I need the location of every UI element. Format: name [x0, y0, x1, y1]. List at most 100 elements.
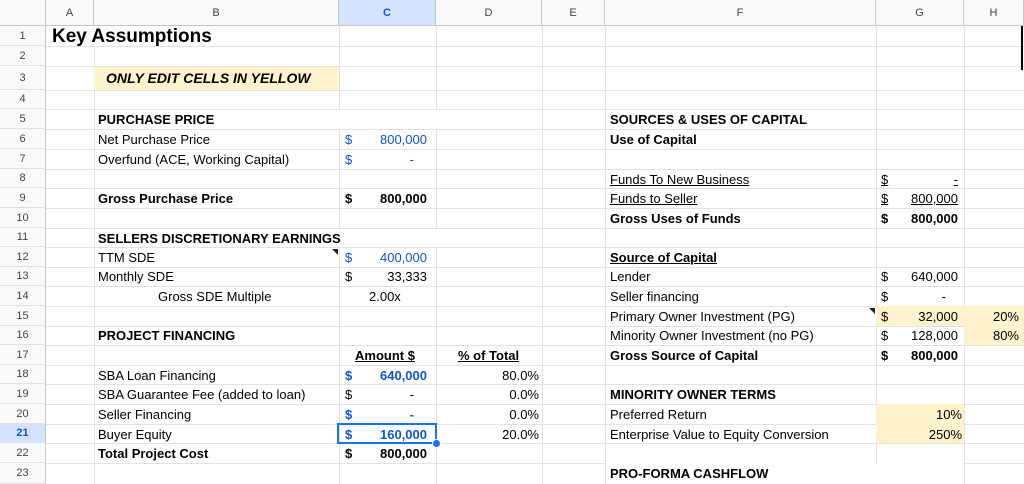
funds-to-seller-label[interactable]: Funds to Seller [610, 191, 698, 206]
column-header-h[interactable]: H [964, 0, 1024, 26]
row-header[interactable]: 23 [0, 463, 46, 484]
financing-header[interactable]: PROJECT FINANCING [98, 328, 236, 343]
row-header[interactable]: 15 [0, 306, 46, 326]
currency-symbol: $ [881, 191, 889, 206]
total-project-label[interactable]: Total Project Cost [98, 446, 209, 461]
row-header[interactable]: 14 [0, 286, 46, 306]
row-header[interactable]: 3 [0, 66, 46, 90]
total-project-value[interactable]: 800,000 [380, 446, 427, 461]
funds-to-seller-value[interactable]: 800,000 [911, 191, 958, 206]
gross-purchase-value[interactable]: 800,000 [380, 191, 427, 206]
ttm-sde-value[interactable]: 400,000 [380, 250, 427, 265]
row-header[interactable]: 8 [0, 169, 46, 188]
financing-row-label[interactable]: Seller Financing [98, 407, 192, 422]
row-header[interactable]: 16 [0, 326, 46, 345]
preferred-return-label[interactable]: Preferred Return [610, 407, 707, 422]
column-header-d[interactable]: D [436, 0, 542, 26]
minority-owner-label[interactable]: Minority Owner Investment (no PG) [610, 328, 814, 343]
active-cell-selection[interactable] [337, 423, 437, 444]
sde-multiple-label[interactable]: Gross SDE Multiple [158, 289, 272, 304]
monthly-sde-label[interactable]: Monthly SDE [98, 269, 174, 284]
row-header[interactable]: 10 [0, 208, 46, 228]
sheet-title[interactable]: Key Assumptions [52, 26, 212, 47]
gross-source-label[interactable]: Gross Source of Capital [610, 348, 759, 363]
ttm-sde-label[interactable]: TTM SDE [98, 250, 156, 265]
row-header[interactable]: 6 [0, 129, 46, 149]
row-header[interactable]: 1 [0, 26, 46, 46]
row-header[interactable]: 5 [0, 109, 46, 129]
row-header[interactable]: 12 [0, 247, 46, 267]
preferred-return-value[interactable]: 10% [935, 407, 962, 422]
primary-owner-pct[interactable]: 20% [992, 309, 1019, 324]
overfund-value[interactable]: - [409, 152, 414, 167]
window-edge [1021, 26, 1023, 70]
fill-handle[interactable] [432, 439, 441, 448]
financing-row-pct[interactable]: 0.0% [509, 387, 539, 402]
financing-row-pct[interactable]: 20.0% [502, 427, 539, 442]
column-header-e[interactable]: E [542, 0, 605, 26]
gross-source-value[interactable]: 800,000 [911, 348, 958, 363]
row-header[interactable]: 19 [0, 384, 46, 404]
row-header[interactable]: 11 [0, 228, 46, 247]
financing-row-amount[interactable]: - [409, 407, 414, 422]
purchase-header[interactable]: PURCHASE PRICE [98, 112, 215, 127]
column-header-g[interactable]: G [876, 0, 964, 26]
lender-label[interactable]: Lender [610, 269, 651, 284]
row-header[interactable]: 4 [0, 90, 46, 109]
row-header[interactable]: 7 [0, 149, 46, 169]
minority-owner-value[interactable]: 128,000 [911, 328, 958, 343]
ev-conversion-value[interactable]: 250% [928, 427, 962, 442]
pct-column-header[interactable]: % of Total [458, 348, 520, 363]
row-header[interactable]: 13 [0, 267, 46, 286]
funds-new-business-value[interactable]: - [953, 172, 958, 187]
comment-indicator-icon[interactable] [332, 249, 338, 255]
financing-row-label[interactable]: Buyer Equity [98, 427, 172, 442]
column-header-c[interactable]: C [339, 0, 436, 26]
gross-purchase-label[interactable]: Gross Purchase Price [98, 191, 234, 206]
minority-terms-header[interactable]: MINORITY OWNER TERMS [610, 387, 776, 402]
financing-row-pct[interactable]: 80.0% [502, 368, 539, 383]
lender-value[interactable]: 640,000 [911, 269, 958, 284]
sde-header[interactable]: SELLERS DISCRETIONARY EARNINGS [98, 231, 341, 246]
source-of-capital-header[interactable]: Source of Capital [610, 250, 717, 265]
financing-row-amount[interactable]: - [409, 387, 414, 402]
net-purchase-value[interactable]: 800,000 [380, 132, 427, 147]
ev-conversion-label[interactable]: Enterprise Value to Equity Conversion [610, 427, 829, 442]
amount-column-header[interactable]: Amount $ [355, 348, 415, 363]
row-header[interactable]: 17 [0, 345, 46, 365]
financing-row-amount[interactable]: 640,000 [380, 368, 427, 383]
row-header[interactable]: 21 [0, 424, 46, 443]
currency-symbol: $ [881, 309, 889, 324]
column-header-b[interactable]: B [94, 0, 339, 26]
minority-owner-pct[interactable]: 80% [992, 328, 1019, 343]
sde-multiple-value[interactable]: 2.00x [369, 289, 401, 304]
financing-row-label[interactable]: SBA Loan Financing [98, 368, 216, 383]
seller-financing-value[interactable]: - [941, 289, 946, 304]
column-header-f[interactable]: F [605, 0, 876, 26]
funds-new-business-label[interactable]: Funds To New Business [610, 172, 750, 187]
net-purchase-label[interactable]: Net Purchase Price [98, 132, 210, 147]
financing-row-label[interactable]: SBA Guarantee Fee (added to loan) [98, 387, 306, 402]
edit-note[interactable]: ONLY EDIT CELLS IN YELLOW [106, 70, 311, 86]
row-header[interactable]: 2 [0, 46, 46, 66]
primary-owner-label[interactable]: Primary Owner Investment (PG) [610, 309, 795, 324]
use-of-capital-header[interactable]: Use of Capital [610, 132, 697, 147]
row-header[interactable]: 18 [0, 365, 46, 384]
gross-uses-label[interactable]: Gross Uses of Funds [610, 211, 741, 226]
seller-financing-label[interactable]: Seller financing [610, 289, 699, 304]
gross-uses-value[interactable]: 800,000 [911, 211, 958, 226]
financing-row-amount[interactable]: 160,000 [380, 427, 427, 442]
select-all-corner[interactable] [0, 0, 46, 26]
comment-indicator-icon[interactable] [869, 308, 875, 314]
overfund-label[interactable]: Overfund (ACE, Working Capital) [98, 152, 290, 167]
monthly-sde-value[interactable]: 33,333 [387, 269, 427, 284]
primary-owner-value[interactable]: 32,000 [918, 309, 958, 324]
input-fill [876, 306, 964, 326]
proforma-header[interactable]: PRO-FORMA CASHFLOW [610, 466, 769, 481]
sources-uses-header[interactable]: SOURCES & USES OF CAPITAL [610, 112, 807, 127]
row-header[interactable]: 22 [0, 443, 46, 463]
row-header[interactable]: 9 [0, 188, 46, 208]
financing-row-pct[interactable]: 0.0% [509, 407, 539, 422]
column-header-a[interactable]: A [46, 0, 94, 26]
row-header[interactable]: 20 [0, 404, 46, 424]
